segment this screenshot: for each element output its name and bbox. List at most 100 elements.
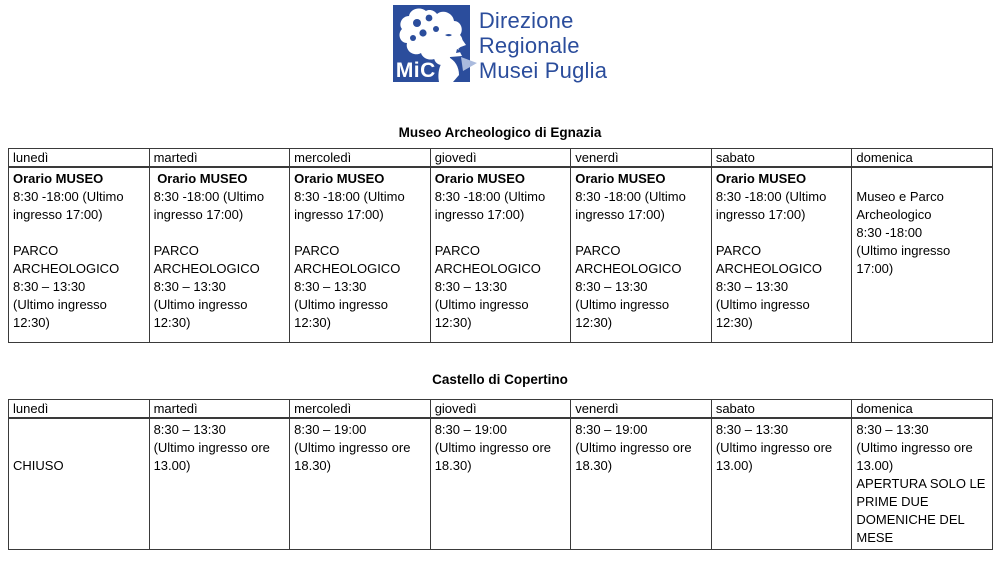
hours-cell: Orario MUSEO 8:30 -18:00 (Ultimo ingresso … (8, 166, 150, 343)
hours-cell: CHIUSO (8, 417, 150, 550)
mic-logo-text: MiC (395, 59, 436, 82)
hours-line: (Ultimo ingresso ore (575, 440, 692, 455)
hours-line: 8:30 -18:00 (Ultimo (13, 189, 124, 204)
hours-line (716, 224, 848, 242)
hours-line (575, 224, 707, 242)
hours-cell: 8:30 – 13:30 (Ultimo ingresso ore 13.00) (710, 417, 853, 550)
hours-line: ARCHEOLOGICO (434, 261, 541, 276)
hours-line: ingresso 17:00) (575, 207, 665, 222)
hours-cell: Orario MUSEO 8:30 -18:00 (Ultimo ingresso … (148, 166, 291, 343)
hours-line: 12:30) (434, 315, 472, 330)
hours-line: 8:30 -18:00 (856, 225, 923, 240)
day-header: lunedì (8, 148, 150, 168)
day-header: domenica (851, 399, 993, 419)
hours-line: 13.00) (715, 458, 753, 473)
hours-line: PARCO (153, 243, 199, 258)
hours-line: 8:30 – 13:30 (153, 422, 226, 437)
day-header: giovedì (429, 399, 572, 419)
hours-line: ARCHEOLOGICO (715, 261, 822, 276)
hours-line: Museo e Parco (856, 189, 944, 204)
hours-line: ingresso 17:00) (13, 207, 103, 222)
hours-line (13, 439, 145, 457)
hours-line: (Ultimo ingresso ore (153, 440, 270, 455)
hours-line: 13.00) (153, 458, 191, 473)
hours-line: 18.30) (575, 458, 613, 473)
hours-cell: Orario MUSEO 8:30 -18:00 (Ultimo ingresso … (289, 166, 431, 343)
hours-line: Orario MUSEO (575, 171, 666, 186)
hours-line: (Ultimo ingresso ore (434, 440, 552, 455)
hours-table: lunedì martedì mercoledì giovedì venerdì saba… (8, 148, 993, 343)
hours-line: 13.00) (856, 458, 894, 473)
hours-line: (Ultimo ingresso (856, 243, 951, 258)
hours-line: 8:30 – 13:30 (715, 279, 789, 294)
hours-line: (Ultimo ingresso ore (715, 440, 833, 455)
hours-line: Orario MUSEO (715, 171, 807, 186)
hours-line: 12:30) (575, 315, 613, 330)
hours-line (13, 421, 145, 439)
hours-line: 8:30 -18:00 (Ultimo (294, 189, 405, 204)
hours-line: (Ultimo ingresso ore (856, 440, 973, 455)
org-line-1: Direzione (478, 8, 574, 33)
hours-line: CHIUSO (13, 458, 64, 473)
hours-cell: 8:30 – 13:30 (Ultimo ingresso ore 13.00) (148, 417, 291, 550)
hours-line: (Ultimo ingresso (575, 297, 670, 312)
day-header: venerdì (570, 148, 712, 168)
hours-line: Orario MUSEO (294, 171, 385, 186)
hours-line: PRIME DUE (856, 494, 929, 509)
hours-line: DOMENICHE DEL (856, 512, 965, 527)
hours-line: ARCHEOLOGICO (575, 261, 682, 276)
hours-line: (Ultimo ingresso (434, 297, 529, 312)
hours-line: Archeologico (856, 207, 932, 222)
hours-cell: 8:30 – 19:00 (Ultimo ingresso ore 18.30) (289, 417, 431, 550)
day-header-row: lunedì martedì mercoledì giovedì venerdì saba… (8, 148, 993, 168)
hours-line: 18.30) (294, 458, 331, 473)
hours-cell: 8:30 – 19:00 (Ultimo ingresso ore 18.30) (570, 417, 712, 550)
hours-line: ingresso 17:00) (434, 207, 525, 222)
hours-line: 12:30) (153, 315, 191, 330)
hours-line: Orario MUSEO (434, 171, 525, 186)
hours-line: ingresso 17:00) (294, 207, 384, 222)
hours-cell: Orario MUSEO 8:30 -18:00 (Ultimo ingresso … (570, 166, 712, 343)
day-header: lunedì (8, 399, 150, 419)
day-header-row: lunedì martedì mercoledì giovedì venerdì saba… (8, 399, 993, 419)
hours-line: PARCO (715, 243, 762, 258)
hours-line: 8:30 – 19:00 (575, 422, 648, 437)
hours-line: (Ultimo ingresso (13, 297, 107, 312)
day-header: giovedì (429, 148, 572, 168)
hours-line: ingresso 17:00) (153, 207, 244, 222)
day-header: mercoledì (289, 399, 431, 419)
day-header: domenica (851, 148, 993, 168)
hours-line: 8:30 – 19:00 (434, 422, 507, 437)
hours-cell: 8:30 – 13:30 (Ultimo ingresso ore 13.00) AP… (851, 417, 993, 550)
day-header: sabato (710, 399, 853, 419)
hours-line: ARCHEOLOGICO (153, 261, 260, 276)
table-title: Castello di Copertino (432, 372, 568, 387)
hours-line: 8:30 -18:00 (Ultimo (575, 189, 686, 204)
org-line-3: Musei Puglia (478, 58, 608, 83)
hours-table: lunedì martedì mercoledì giovedì venerdì saba… (8, 399, 993, 550)
mic-statue-icon (399, 8, 477, 82)
org-line-2: Regionale (478, 33, 580, 58)
hours-line: (Ultimo ingresso (294, 297, 389, 312)
hours-line: PARCO (434, 243, 480, 258)
logo-org-name: Direzione Regionale Musei Puglia (479, 5, 607, 83)
header-logo: MiC Direzione Regionale Musei Puglia (0, 0, 1000, 83)
hours-line: 12:30) (13, 315, 50, 330)
hours-line (435, 224, 567, 242)
day-header: martedì (148, 399, 291, 419)
hours-cell: Museo e Parco Archeologico 8:30 -18:00 (Ult… (851, 166, 993, 343)
tables-container: Museo Archeologico di Egnazia lunedì marte… (0, 125, 1000, 550)
hours-line: 12:30) (294, 315, 331, 330)
hours-line: Orario MUSEO (13, 171, 104, 186)
hours-line: PARCO (294, 243, 340, 258)
hours-line: 8:30 – 13:30 (153, 279, 226, 294)
hours-line: (Ultimo ingresso (153, 297, 248, 312)
hours-line: ARCHEOLOGICO (294, 261, 401, 276)
hours-row: CHIUSO 8:30 – 13:30 (Ultimo ingresso ore 13… (8, 417, 993, 550)
day-header: martedì (148, 148, 291, 168)
hours-line: 17:00) (856, 261, 894, 276)
hours-cell: Orario MUSEO 8:30 -18:00 (Ultimo ingresso … (710, 166, 853, 343)
hours-line: 12:30) (715, 315, 753, 330)
hours-line: (Ultimo ingresso (715, 297, 810, 312)
hours-cell: 8:30 – 19:00 (Ultimo ingresso ore 18.30) (429, 417, 572, 550)
